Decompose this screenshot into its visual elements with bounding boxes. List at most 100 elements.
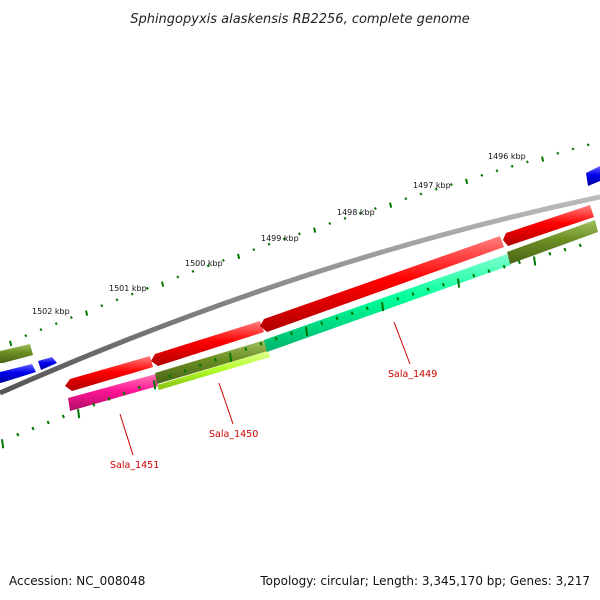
minor-tick <box>441 282 445 287</box>
minor-tick <box>396 296 400 301</box>
major-tick <box>305 326 309 336</box>
cds-red-segment-2[interactable] <box>151 321 264 366</box>
minor-tick <box>16 432 20 437</box>
major-tick <box>533 256 537 266</box>
minor-tick <box>365 306 369 311</box>
kbp-label-1499: 1499 kbp <box>261 234 299 243</box>
major-tick <box>161 281 165 287</box>
genome-backbone <box>0 194 600 396</box>
minor-tick <box>563 247 567 252</box>
minor-tick <box>350 311 354 316</box>
minor-tick <box>495 169 499 173</box>
gene-sala-1451-bar[interactable] <box>68 374 158 411</box>
minor-tick <box>267 242 271 246</box>
kbp-label-1496: 1496 kbp <box>488 152 526 161</box>
minor-tick <box>472 273 476 278</box>
leader-line-sala-1451 <box>119 413 134 456</box>
genome-summary-text: Topology: circular; Length: 3,345,170 bp… <box>260 574 590 588</box>
minor-tick <box>206 264 210 268</box>
minor-tick <box>449 182 453 187</box>
minor-tick <box>373 206 377 211</box>
minor-tick <box>297 232 301 236</box>
olive-feature-left[interactable] <box>0 344 33 363</box>
minor-tick <box>586 143 590 147</box>
major-tick <box>77 408 81 419</box>
minor-tick <box>404 197 408 201</box>
minor-tick <box>183 368 187 373</box>
minor-tick <box>61 414 65 419</box>
major-tick <box>9 340 13 347</box>
minor-tick <box>130 292 134 296</box>
minor-tick <box>221 258 225 262</box>
minor-tick <box>510 164 514 168</box>
gene-label-sala-1449: Sala_1449 <box>388 369 437 380</box>
cds-red-segment-3[interactable] <box>260 236 504 332</box>
minor-tick <box>252 248 256 252</box>
inner-tick-marks <box>1 243 582 449</box>
minor-tick <box>487 269 491 273</box>
cds-red-segment-4[interactable] <box>503 205 594 246</box>
minor-tick <box>289 331 293 336</box>
minor-tick <box>426 287 430 292</box>
major-tick <box>237 253 241 260</box>
gene-sala-1450-bar[interactable] <box>157 351 270 390</box>
minor-tick <box>556 151 560 155</box>
blue-feature-right[interactable] <box>586 166 600 186</box>
blue-feature-left-a[interactable] <box>0 364 36 383</box>
minor-tick <box>145 286 149 290</box>
minor-tick <box>115 298 119 302</box>
kbp-label-1497: 1497 kbp <box>413 181 451 190</box>
major-tick <box>541 156 545 162</box>
minor-tick <box>282 237 286 241</box>
leader-line-sala-1450 <box>218 382 234 425</box>
minor-tick <box>419 192 423 196</box>
outer-tick-marks <box>9 143 590 347</box>
minor-tick <box>259 341 263 346</box>
minor-tick <box>54 322 58 326</box>
minor-tick <box>100 304 104 308</box>
leader-line-sala-1449 <box>393 321 411 365</box>
minor-tick <box>434 187 438 191</box>
minor-tick <box>358 211 362 215</box>
major-tick <box>389 202 393 208</box>
blue-feature-left-b[interactable] <box>38 357 57 370</box>
gene-label-sala-1451: Sala_1451 <box>110 460 159 471</box>
minor-tick <box>525 160 529 164</box>
minor-tick <box>244 347 248 351</box>
kbp-label-1500: 1500 kbp <box>185 259 223 268</box>
minor-tick <box>335 316 339 321</box>
map-title: Sphingopyxis alaskensis RB2256, complete… <box>130 12 470 27</box>
minor-tick <box>122 391 126 396</box>
minor-tick <box>168 374 172 379</box>
minor-tick <box>213 357 217 362</box>
minor-tick <box>480 173 484 177</box>
minor-tick <box>46 420 50 425</box>
major-tick <box>153 380 157 390</box>
major-tick <box>85 310 89 316</box>
minor-tick <box>176 275 180 279</box>
accession-text: Accession: NC_008048 <box>9 574 146 588</box>
major-tick <box>229 352 233 363</box>
minor-tick <box>69 315 73 320</box>
gene-sala-1450-bar-olive[interactable] <box>155 340 268 384</box>
major-tick <box>381 301 385 312</box>
gene-sala-1449-bar[interactable] <box>264 254 511 352</box>
minor-tick <box>578 243 582 248</box>
minor-tick <box>92 402 96 407</box>
major-tick <box>465 178 469 185</box>
minor-tick <box>274 336 278 341</box>
minor-tick <box>31 426 35 431</box>
cds-red-segment-1[interactable] <box>65 356 153 391</box>
minor-tick <box>548 251 552 256</box>
kbp-label-1498: 1498 kbp <box>337 208 375 217</box>
olive-feature-right[interactable] <box>507 220 598 264</box>
minor-tick <box>517 260 521 265</box>
kbp-label-1501: 1501 kbp <box>109 284 147 293</box>
minor-tick <box>107 397 111 401</box>
minor-tick <box>191 269 195 273</box>
major-tick <box>1 439 5 449</box>
minor-tick <box>320 321 324 326</box>
minor-tick <box>502 264 506 269</box>
minor-tick <box>39 328 43 332</box>
